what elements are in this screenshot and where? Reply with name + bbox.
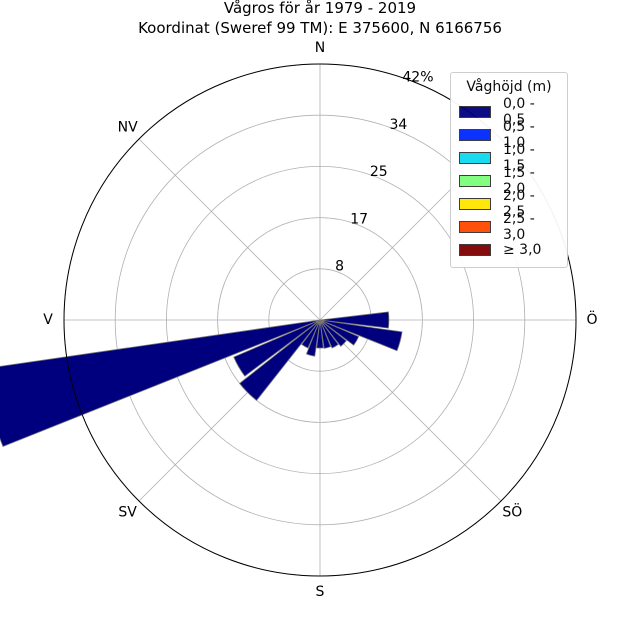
legend-swatch bbox=[459, 128, 491, 141]
radial-tick-label-4: 42% bbox=[402, 69, 433, 85]
grid-spoke-3 bbox=[319, 319, 502, 502]
polar-frame bbox=[63, 63, 577, 577]
bar-dir-240-series-0 bbox=[233, 319, 321, 377]
bar-dir-165-series-0 bbox=[319, 319, 332, 349]
bar-dir-255-series-0 bbox=[0, 319, 321, 448]
legend: Våghöjd (m) 0,0 - 0,5 0,5 - 1,0 1,0 - 1,5 1… bbox=[450, 72, 568, 268]
legend-item: 2,5 - 3,0 bbox=[459, 211, 559, 243]
legend-swatch bbox=[459, 105, 491, 118]
grid-spoke-7 bbox=[138, 138, 321, 321]
legend-swatch bbox=[459, 220, 491, 233]
legend-title: Våghöjd (m) bbox=[466, 79, 552, 95]
direction-label-v: V bbox=[43, 312, 53, 328]
bar-dir-195-series-0 bbox=[305, 319, 321, 357]
bar-dir-180-series-0 bbox=[316, 319, 324, 349]
bar-dir-120-series-0 bbox=[319, 319, 360, 346]
legend-entries: 0,0 - 0,5 0,5 - 1,0 1,0 - 1,5 1,5 - 2,0 2,0 … bbox=[459, 96, 559, 261]
bar-dir-135-series-0 bbox=[319, 319, 347, 347]
direction-label-n: N bbox=[315, 40, 325, 56]
chart-subtitle: Koordinat (Sweref 99 TM): E 375600, N 61… bbox=[138, 19, 502, 37]
direction-label-ö: Ö bbox=[586, 310, 597, 328]
legend-swatch bbox=[459, 243, 491, 256]
legend-item: ≥ 3,0 bbox=[459, 238, 559, 261]
legend-item: 2,0 - 2,5 bbox=[459, 188, 559, 220]
bar-dir-90-series-0 bbox=[319, 311, 390, 329]
radial-tick-label-0: 8 bbox=[335, 259, 344, 275]
legend-label: 2,5 - 3,0 bbox=[503, 210, 535, 243]
legend-swatch bbox=[459, 151, 491, 164]
radial-tick-label-3: 34 bbox=[389, 117, 407, 133]
legend-item: 1,0 - 1,5 bbox=[459, 142, 559, 174]
bar-dir-210-series-0 bbox=[301, 319, 321, 349]
bar-dir-225-series-0 bbox=[239, 319, 321, 401]
legend-swatch bbox=[459, 197, 491, 210]
direction-label-sv: SV bbox=[118, 504, 137, 520]
wave-bars bbox=[0, 311, 403, 448]
radial-tick-label-1: 17 bbox=[350, 211, 368, 227]
legend-label: 1,0 - 1,5 bbox=[503, 141, 535, 174]
legend-label: 1,5 - 2,0 bbox=[503, 164, 535, 197]
legend-label: ≥ 3,0 bbox=[503, 241, 542, 258]
direction-label-s: S bbox=[316, 584, 325, 600]
legend-item: 0,5 - 1,0 bbox=[459, 119, 559, 151]
chart-title: Vågros för år 1979 - 2019 bbox=[223, 0, 417, 17]
radial-tick-label-2: 25 bbox=[370, 164, 388, 180]
legend-label: 0,5 - 1,0 bbox=[503, 118, 535, 151]
direction-label-nv: NV bbox=[118, 120, 138, 136]
legend-item: 0,0 - 0,5 bbox=[459, 96, 559, 128]
bar-dir-105-series-0 bbox=[319, 319, 403, 352]
legend-label: 2,0 - 2,5 bbox=[503, 187, 535, 220]
direction-label-sö: SÖ bbox=[502, 502, 522, 520]
legend-label: 0,0 - 0,5 bbox=[503, 95, 535, 128]
legend-item: 1,5 - 2,0 bbox=[459, 165, 559, 197]
bar-dir-150-series-0 bbox=[319, 319, 339, 349]
legend-swatch bbox=[459, 174, 491, 187]
